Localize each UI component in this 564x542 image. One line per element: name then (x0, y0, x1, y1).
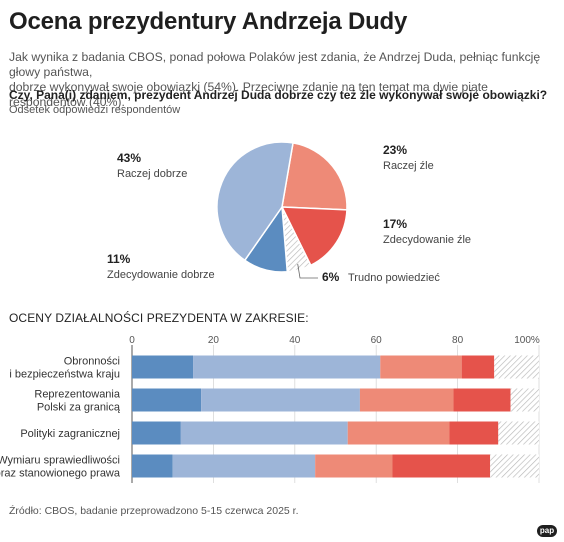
pie-label-trudno: Trudno powiedzieć (348, 272, 440, 284)
category-label: Obronności (64, 356, 120, 368)
pie-slice-raczej-dobrze (216, 141, 294, 262)
bar-segment-raczej-dobrze (172, 454, 316, 478)
bar-chart-title: OCENY DZIAŁALNOŚCI PREZYDENTA W ZAKRESIE… (9, 311, 309, 325)
pie-label-raczej-dobrze: Raczej dobrze (117, 168, 187, 180)
x-tick-label: 20 (208, 335, 220, 346)
pie-leader-line (297, 263, 318, 279)
bar-segment-raczej-zle (347, 421, 450, 445)
bar-segment-zdecydowanie-dobrze (132, 454, 173, 478)
bar-segment-raczej-dobrze (180, 421, 348, 445)
bar-segment-raczej-zle (380, 355, 462, 379)
bar-segment-raczej-dobrze (201, 388, 360, 412)
pie-label-zdecydowanie-dobrze: Zdecydowanie dobrze (107, 269, 215, 281)
bar-segment-zdecydowanie-dobrze (132, 355, 194, 379)
x-tick-label: 0 (129, 335, 135, 346)
category-label: Reprezentowania (34, 389, 120, 401)
category-label: Polski za granicą (37, 402, 121, 414)
pap-logo: pap (537, 525, 557, 537)
x-tick-label: 60 (371, 335, 383, 346)
pie-value-raczej-dobrze: 43% (117, 151, 141, 165)
category-label: i bezpieczeństwa kraju (9, 369, 120, 381)
bar-segment-trudno (510, 388, 539, 412)
lead-text: Jak wynika z badania CBOS, ponad połowa … (9, 50, 554, 110)
x-tick-label: 100% (514, 335, 540, 346)
pie-label-zdecydowanie-zle: Zdecydowanie źle (383, 234, 471, 246)
pie-slice-raczej-zle (281, 142, 348, 211)
bar-segment-zdecydowanie-zle (449, 421, 499, 445)
lead-line-2: dobrze wykonywał swoje obowiązki (54%). … (9, 80, 488, 109)
pie-value-trudno: 6% (322, 270, 340, 284)
category-label: Polityki zagranicznej (20, 428, 120, 440)
source-note: Źródło: CBOS, badanie przeprowadzono 5-1… (9, 505, 299, 517)
category-label: Wymiaru sprawiedliwości (0, 455, 120, 467)
bar-segment-zdecydowanie-dobrze (132, 421, 181, 445)
pie-value-raczej-zle: 23% (383, 143, 407, 157)
bar-segment-raczej-zle (315, 454, 393, 478)
pie-value-zdecydowanie-zle: 17% (383, 217, 407, 231)
pie-label-raczej-zle: Raczej źle (383, 160, 434, 172)
bar-segment-raczej-dobrze (193, 355, 381, 379)
bar-segment-trudno (490, 454, 539, 478)
pie-question: Czy, Pana(i) zdaniem, prezydent Andrzej … (9, 88, 548, 102)
bar-segment-zdecydowanie-dobrze (132, 388, 202, 412)
bar-segment-raczej-zle (359, 388, 454, 412)
bar-segment-trudno (498, 421, 539, 445)
page-title: Ocena prezydentury Andrzeja Dudy (9, 8, 408, 35)
bar-segment-zdecydowanie-zle (461, 355, 495, 379)
bar-segment-zdecydowanie-zle (392, 454, 491, 478)
bar-segment-zdecydowanie-zle (453, 388, 511, 412)
x-tick-label: 80 (452, 335, 464, 346)
lead-line-1: Jak wynika z badania CBOS, ponad połowa … (9, 50, 541, 79)
pie-value-zdecydowanie-dobrze: 11% (107, 252, 131, 266)
pie-slice-zdecydowanie-zle (280, 206, 348, 267)
pie-subtitle: Odsetek odpowiedzi respondentów (9, 104, 181, 116)
pie-chart: 43% Raczej dobrze 11% Zdecydowanie dobrze 23… (107, 141, 471, 284)
category-label: oraz stanowionego prawa (0, 468, 121, 480)
x-tick-label: 40 (289, 335, 301, 346)
bar-segment-trudno (494, 355, 539, 379)
